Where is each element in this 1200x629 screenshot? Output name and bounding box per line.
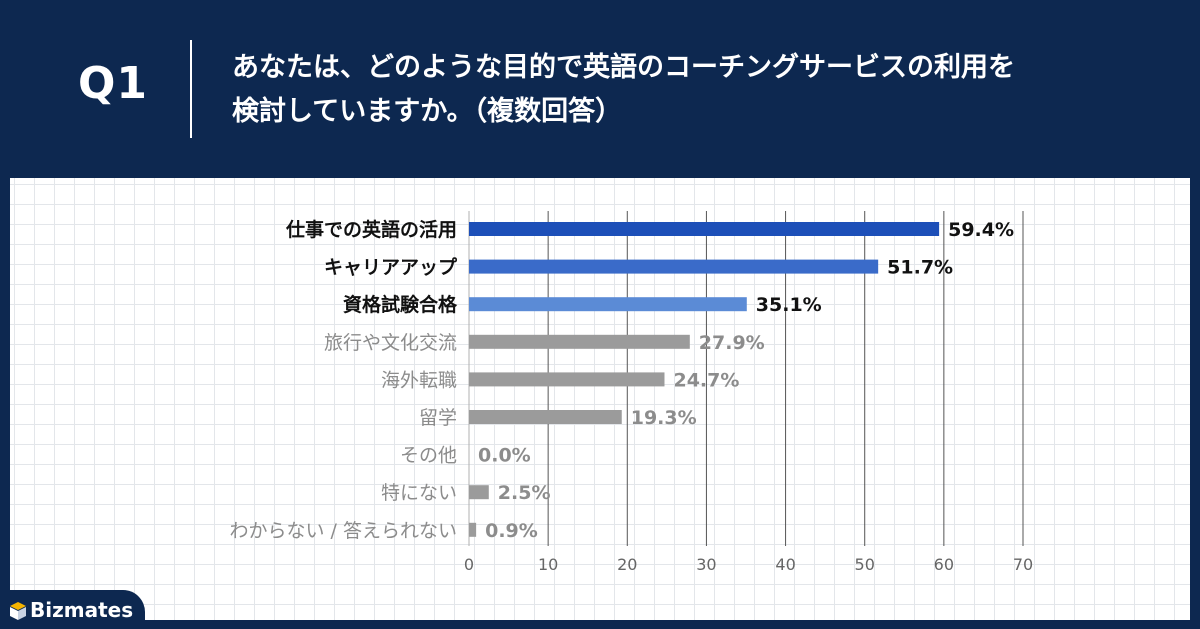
header-divider <box>190 40 192 138</box>
header: Q1 あなたは、どのような目的で英語のコーチングサービスの利用を 検討しています… <box>0 0 1200 178</box>
x-tick-label: 70 <box>1013 555 1033 574</box>
data-label: 0.0% <box>478 445 531 467</box>
category-label: 資格試験合格 <box>343 293 458 316</box>
bar <box>469 297 747 312</box>
category-label: 留学 <box>419 407 457 429</box>
bar <box>469 410 622 424</box>
x-tick-label: 60 <box>934 555 954 574</box>
bar <box>469 222 940 236</box>
x-tick-label: 30 <box>696 555 716 574</box>
data-label: 2.5% <box>498 482 551 504</box>
bar <box>469 485 489 500</box>
data-label: 59.4% <box>948 219 1014 241</box>
category-label: 海外転職 <box>381 369 457 391</box>
x-tick-label: 50 <box>855 555 875 574</box>
bar <box>469 522 477 537</box>
category-label: その他 <box>400 445 457 467</box>
category-label: 特にない <box>381 482 457 504</box>
data-label: 19.3% <box>631 407 697 429</box>
data-label: 51.7% <box>887 257 953 279</box>
category-label: わからない / 答えられない <box>230 520 457 542</box>
data-label: 0.9% <box>485 520 538 542</box>
chart-panel: 0 10 20 30 40 50 60 70 仕事での英語の活用 59.4% キャリアアップ 51.7… <box>10 178 1190 620</box>
question-text: あなたは、どのような目的で英語のコーチングサービスの利用を 検討していますか。（… <box>232 46 1132 134</box>
bar <box>469 334 690 349</box>
data-label: 27.9% <box>699 332 765 354</box>
x-tick-label: 10 <box>538 555 558 574</box>
bizmates-logo-icon <box>10 602 26 620</box>
question-line-1: あなたは、どのような目的で英語のコーチングサービスの利用を <box>232 52 1015 83</box>
question-number: Q1 <box>78 58 149 109</box>
question-line-2: 検討していますか。（複数回答） <box>232 96 623 127</box>
bar <box>469 259 879 274</box>
x-tick-label: 40 <box>775 555 795 574</box>
brand-logo: Bizmates <box>0 590 145 629</box>
brand-name: Bizmates <box>30 598 134 622</box>
x-tick-label: 0 <box>464 555 474 574</box>
data-label: 35.1% <box>756 294 822 316</box>
category-label: 旅行や文化交流 <box>324 332 457 354</box>
bar <box>469 372 665 387</box>
category-label: キャリアアップ <box>324 256 458 279</box>
x-tick-label: 20 <box>617 555 637 574</box>
category-label: 仕事での英語の活用 <box>285 218 457 241</box>
data-label: 24.7% <box>673 369 739 391</box>
bar-chart: 0 10 20 30 40 50 60 70 仕事での英語の活用 59.4% キャリアアップ 51.7… <box>230 211 1033 574</box>
